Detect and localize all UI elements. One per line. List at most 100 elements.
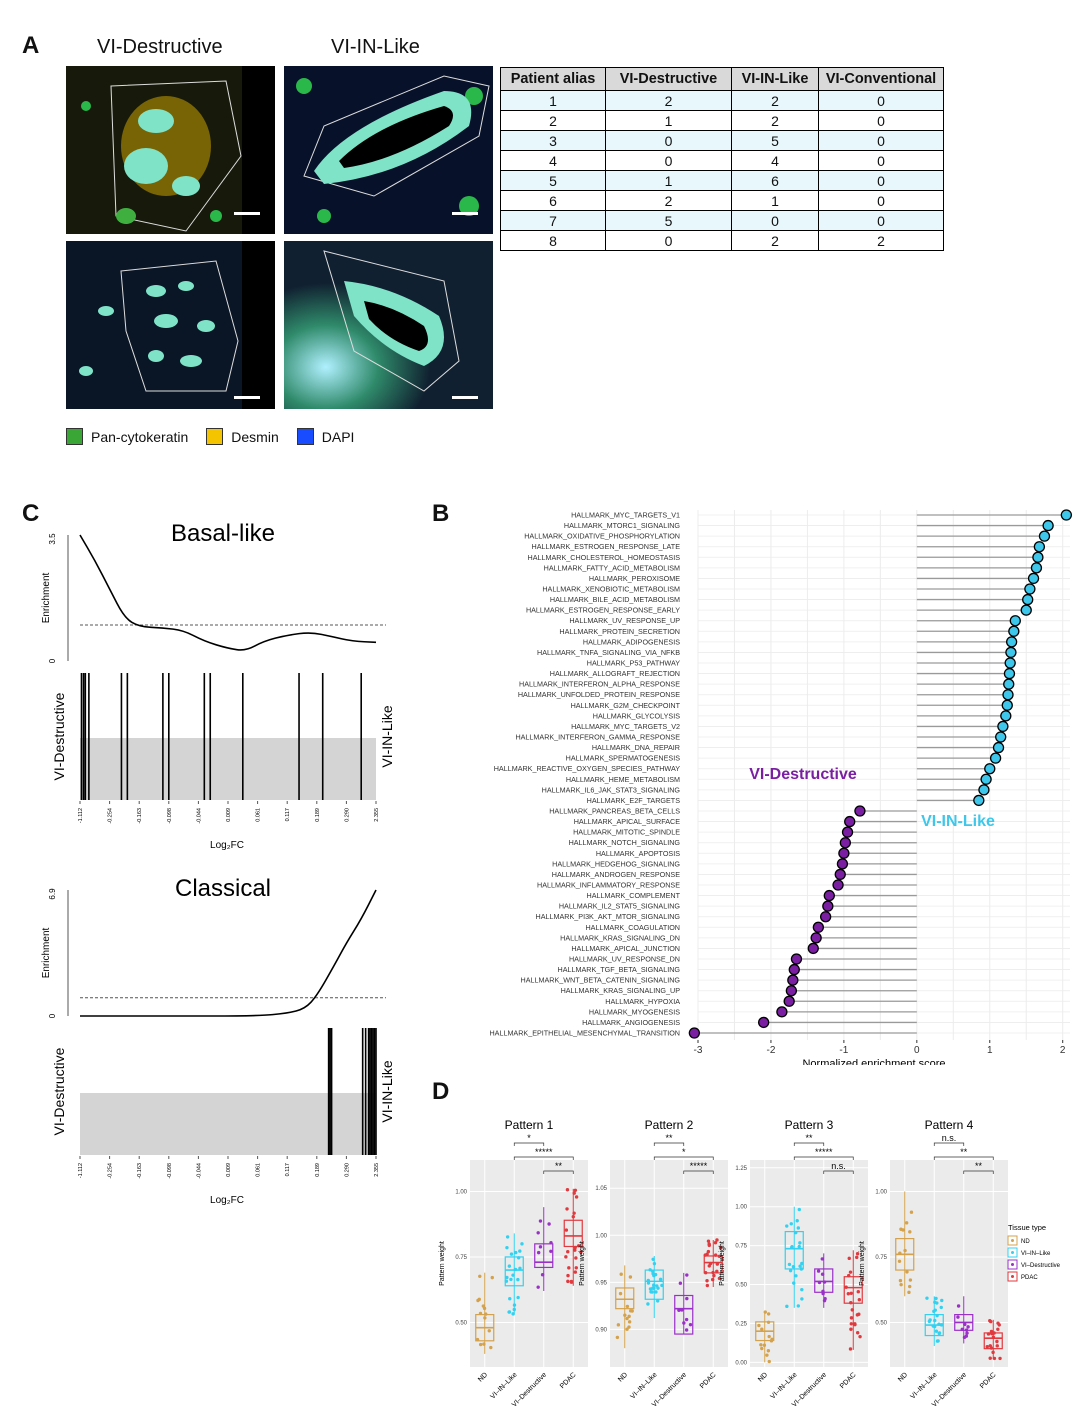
plot-title: Basal-like [171, 520, 275, 547]
data-point [925, 1296, 929, 1300]
data-point [574, 1195, 579, 1199]
data-point [705, 1279, 709, 1283]
y-tick-label: 0.95 [595, 1280, 607, 1286]
data-point [762, 1343, 767, 1347]
data-point [963, 1322, 967, 1327]
hallmark-lollipop-chart: HALLMARK_MYC_TARGETS_V1HALLMARK_MTORC1_S… [489, 509, 1073, 1065]
data-point [857, 1312, 861, 1316]
data-point [627, 1325, 631, 1329]
legend-label: VI–IN–Like [1021, 1251, 1051, 1257]
x-tick-label: 2 [1060, 1045, 1066, 1056]
lollipop-point [984, 763, 996, 775]
lollipop-point [810, 932, 822, 944]
x-tick-label: -3 [694, 1045, 703, 1056]
data-point [713, 1253, 718, 1257]
box-iqr [563, 1219, 583, 1248]
table-cell: 6 [731, 170, 819, 191]
term-label: HALLMARK_ESTROGEN_RESPONSE_LATE [532, 542, 681, 551]
x-tick-label: VI–IN–Like [489, 1371, 518, 1400]
table-cell: 2 [731, 110, 819, 131]
data-point [646, 1281, 651, 1285]
data-point [898, 1251, 902, 1255]
data-point [798, 1264, 802, 1268]
data-point [653, 1272, 658, 1277]
x-tick-label: ND [617, 1371, 629, 1383]
data-point [800, 1261, 804, 1266]
significance-bracket [653, 1142, 685, 1146]
data-point [685, 1296, 689, 1301]
data-point [713, 1241, 718, 1245]
x-tick-label: 0 [914, 1045, 920, 1056]
data-point [649, 1290, 653, 1294]
data-point [991, 1350, 995, 1355]
data-point [680, 1308, 684, 1312]
y-tick-label: 6.9 [48, 888, 57, 900]
data-point [849, 1300, 853, 1305]
data-point [567, 1266, 571, 1270]
data-point [511, 1273, 515, 1277]
table-cell: 2 [731, 90, 819, 111]
data-point [504, 1279, 509, 1283]
lollipop-point [1001, 699, 1013, 711]
x-tick-label: -0.254 [108, 808, 114, 824]
data-point [483, 1316, 487, 1320]
table-cell: 0 [818, 190, 944, 211]
table-cell: 4 [731, 150, 819, 171]
y-axis-label: Pattern weight [859, 1241, 866, 1286]
data-point [934, 1329, 939, 1333]
data-point [986, 1332, 991, 1336]
data-point [475, 1337, 480, 1342]
legend-label: Pan-cytokeratin [91, 428, 189, 445]
legend-item-pan-cytokeratin: Pan-cytokeratin [66, 428, 188, 445]
term-label: HALLMARK_COAGULATION [585, 923, 680, 932]
data-point [820, 1272, 825, 1276]
x-tick-label: -1.112 [78, 808, 84, 823]
significance-bracket [653, 1156, 714, 1160]
table-header-row: Patient alias VI-Destructive VI-IN-Like … [500, 67, 944, 91]
data-point [715, 1262, 720, 1266]
data-point [965, 1331, 969, 1335]
legend-label: DAPI [321, 428, 355, 445]
term-label: HALLMARK_OXIDATIVE_PHOSPHORYLATION [524, 532, 680, 541]
y-tick-label: 0.75 [735, 1244, 747, 1250]
data-point [507, 1264, 512, 1268]
x-tick-label: 0.290 [344, 1163, 350, 1177]
lollipop-point [1030, 562, 1043, 574]
data-point [760, 1327, 764, 1331]
y-axis-label: Enrichment [41, 927, 52, 978]
data-point [788, 1268, 793, 1273]
data-point [855, 1331, 860, 1335]
group-label-destructive: VI-Destructive [749, 766, 857, 783]
enrichment-curve [79, 534, 377, 651]
x-tick-label: 0.189 [315, 808, 321, 822]
data-point [765, 1353, 769, 1357]
data-point [848, 1270, 853, 1274]
term-label: HALLMARK_CHOLESTEROL_HOMEOSTASIS [528, 553, 681, 562]
data-point [933, 1308, 938, 1312]
data-point [820, 1257, 824, 1261]
plot-area [698, 510, 1070, 1040]
term-label: HALLMARK_ESTROGEN_RESPONSE_EARLY [526, 606, 680, 615]
significance-label: n.s. [942, 1133, 957, 1143]
table-cell: 3 [500, 130, 606, 151]
lollipop-point [787, 974, 799, 986]
term-label: HALLMARK_PI3K_AKT_MTOR_SIGNALING [536, 912, 681, 921]
table-cell: 5 [605, 210, 732, 231]
pattern-title: Pattern 2 [645, 1118, 694, 1132]
significance-bracket [963, 1170, 994, 1174]
panel-letter-a: A [22, 32, 40, 59]
data-point [960, 1327, 964, 1332]
significance-bracket [793, 1156, 854, 1160]
term-label: HALLMARK_BILE_ACID_METABOLISM [550, 595, 680, 604]
data-point [790, 1245, 794, 1249]
table-cell: 0 [818, 150, 944, 171]
legend-label: ND [1021, 1239, 1030, 1245]
data-point [538, 1219, 543, 1223]
significance-label: ** [665, 1133, 673, 1143]
data-point [658, 1277, 663, 1282]
term-label: HALLMARK_MITOTIC_SPINDLE [573, 828, 680, 837]
x-tick-label: -0.163 [137, 1163, 143, 1179]
lollipop-point [1002, 689, 1014, 701]
image-title-vi-in-like: VI-IN-Like [331, 36, 420, 58]
x-tick-label: PDAC [979, 1371, 998, 1390]
